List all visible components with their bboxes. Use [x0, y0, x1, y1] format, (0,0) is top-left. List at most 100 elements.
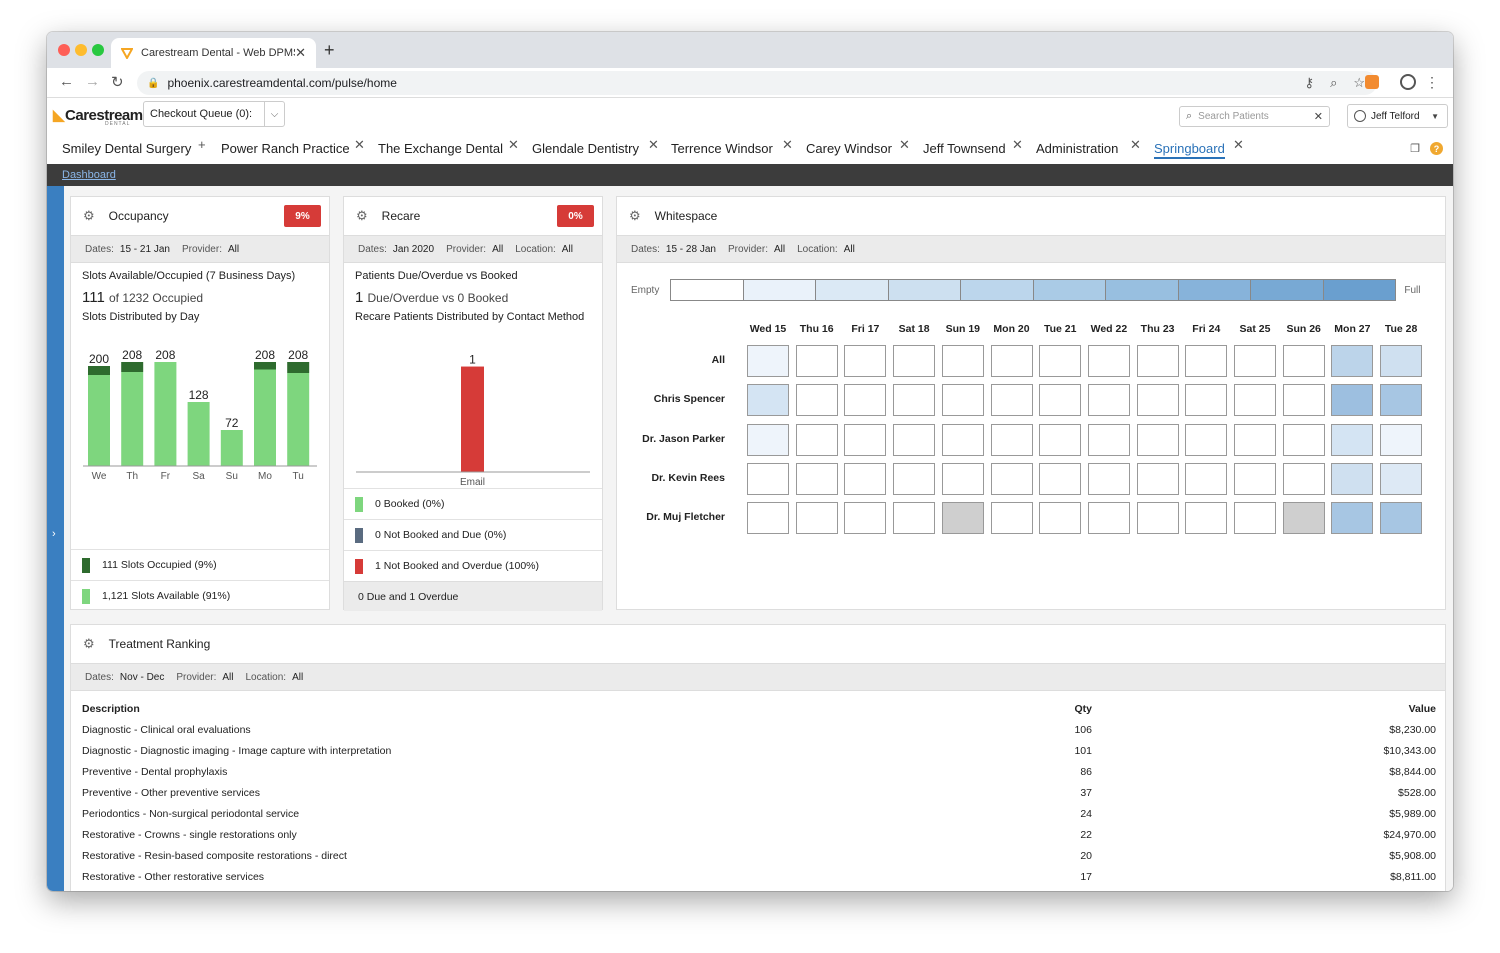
whitespace-cell[interactable] — [941, 423, 984, 456]
profile-avatar-icon[interactable] — [1400, 74, 1416, 90]
reload-icon[interactable]: ↻ — [111, 74, 124, 91]
whitespace-cell[interactable] — [1234, 384, 1276, 417]
whitespace-cell[interactable] — [1185, 502, 1228, 535]
side-rail[interactable]: › — [47, 186, 64, 891]
whitespace-cell[interactable] — [990, 502, 1033, 535]
whitespace-cell[interactable] — [1039, 384, 1082, 417]
close-tab-icon[interactable]: ✕ — [782, 137, 793, 152]
close-tab-icon[interactable]: ✕ — [1130, 137, 1141, 152]
whitespace-cell[interactable] — [1136, 502, 1179, 535]
whitespace-cell[interactable] — [795, 462, 838, 495]
table-row[interactable]: Restorative - Resin-based composite rest… — [82, 850, 1436, 871]
bookmark-star-icon[interactable]: ☆ — [1353, 75, 1365, 90]
whitespace-cell[interactable] — [1234, 345, 1276, 377]
whitespace-cell[interactable] — [1136, 423, 1179, 456]
whitespace-cell[interactable] — [1087, 502, 1130, 535]
whitespace-cell[interactable] — [990, 384, 1033, 417]
chevron-down-icon[interactable]: ⌵ — [264, 102, 284, 126]
whitespace-cell[interactable] — [1380, 502, 1423, 535]
gear-icon[interactable]: ⚙ — [629, 208, 641, 223]
whitespace-cell[interactable] — [1234, 502, 1276, 535]
tab-carey-windsor[interactable]: Carey Windsor — [806, 141, 892, 156]
table-row[interactable]: Preventive - Other preventive services 37… — [82, 787, 1436, 808]
tab-terrence-windsor[interactable]: Terrence Windsor — [671, 141, 773, 156]
whitespace-cell[interactable] — [893, 423, 936, 456]
whitespace-cell[interactable] — [1136, 345, 1179, 377]
whitespace-cell[interactable] — [941, 462, 984, 495]
whitespace-cell[interactable] — [1380, 462, 1423, 495]
whitespace-cell[interactable] — [1185, 345, 1228, 377]
whitespace-cell[interactable] — [1331, 384, 1374, 417]
whitespace-cell[interactable] — [1185, 423, 1228, 456]
whitespace-cell[interactable] — [1282, 462, 1325, 495]
whitespace-cell[interactable] — [893, 502, 936, 535]
minimize-window-button[interactable] — [75, 44, 87, 56]
tab-jeff-townsend[interactable]: Jeff Townsend — [923, 141, 1006, 156]
table-row[interactable]: Diagnostic - Diagnostic imaging - Image … — [82, 745, 1436, 766]
browser-menu-icon[interactable]: ⋮ — [1425, 74, 1439, 90]
whitespace-filters[interactable]: Dates: 15 - 28 Jan Provider: All Location:… — [617, 235, 1445, 263]
close-window-button[interactable] — [58, 44, 70, 56]
whitespace-cell[interactable] — [990, 423, 1033, 456]
whitespace-cell[interactable] — [1282, 502, 1325, 535]
close-tab-icon[interactable]: ✕ — [295, 45, 306, 60]
whitespace-cell[interactable] — [1380, 345, 1423, 377]
help-icon[interactable]: ? — [1430, 142, 1443, 155]
chevron-right-icon[interactable]: › — [52, 528, 56, 540]
whitespace-cell[interactable] — [1234, 462, 1276, 495]
whitespace-cell[interactable] — [747, 462, 789, 495]
column-description[interactable]: Description — [82, 703, 140, 715]
whitespace-cell[interactable] — [1087, 423, 1130, 456]
forward-arrow-icon[interactable]: → — [85, 73, 100, 90]
tab-power-ranch-practice[interactable]: Power Ranch Practice — [221, 141, 350, 156]
whitespace-cell[interactable] — [844, 384, 887, 417]
whitespace-cell[interactable] — [844, 502, 887, 535]
whitespace-cell[interactable] — [747, 502, 789, 535]
whitespace-cell[interactable] — [795, 384, 838, 417]
close-tab-icon[interactable]: ✕ — [508, 137, 519, 152]
whitespace-cell[interactable] — [795, 423, 838, 456]
table-row[interactable]: Diagnostic - Clinical oral evaluations 10… — [82, 724, 1436, 745]
whitespace-cell[interactable] — [795, 502, 838, 535]
whitespace-cell[interactable] — [844, 345, 887, 377]
whitespace-cell[interactable] — [941, 384, 984, 417]
address-bar[interactable]: 🔒 phoenix.carestreamdental.com/pulse/hom… — [137, 71, 1377, 95]
whitespace-cell[interactable] — [1331, 502, 1374, 535]
whitespace-cell[interactable] — [990, 345, 1033, 377]
occupancy-filters[interactable]: Dates: 15 - 21 Jan Provider: All — [71, 235, 329, 263]
treatment-filters[interactable]: Dates: Nov - Dec Provider: All Location: Al… — [71, 663, 1445, 691]
search-patients-input[interactable]: ⌕ Search Patients ✕ — [1179, 106, 1330, 127]
whitespace-cell[interactable] — [844, 462, 887, 495]
browser-tab[interactable]: Carestream Dental - Web DPMS ✕ — [111, 38, 316, 68]
whitespace-cell[interactable] — [747, 423, 789, 456]
user-menu[interactable]: Jeff Telford ▼ — [1347, 104, 1448, 128]
whitespace-cell[interactable] — [1039, 462, 1082, 495]
column-value[interactable]: Value — [1408, 703, 1436, 715]
whitespace-cell[interactable] — [893, 384, 936, 417]
close-tab-icon[interactable]: ✕ — [354, 137, 365, 152]
tab-smiley-dental-surgery[interactable]: Smiley Dental Surgery — [62, 141, 192, 156]
whitespace-cell[interactable] — [844, 423, 887, 456]
close-tab-icon[interactable]: ✕ — [899, 137, 910, 152]
whitespace-cell[interactable] — [1039, 502, 1082, 535]
extension-icon[interactable] — [1365, 75, 1379, 89]
table-row[interactable]: Restorative - Other restorative services… — [82, 871, 1436, 891]
tab-the-exchange-dental[interactable]: The Exchange Dental — [378, 141, 504, 156]
checkout-queue-select[interactable]: Checkout Queue (0): ⌵ — [143, 101, 285, 127]
whitespace-cell[interactable] — [747, 345, 789, 377]
close-tab-icon[interactable]: ✕ — [1012, 137, 1023, 152]
whitespace-cell[interactable] — [1087, 384, 1130, 417]
close-tab-icon[interactable]: ✕ — [1233, 137, 1244, 152]
whitespace-cell[interactable] — [941, 502, 984, 535]
gear-icon[interactable]: ⚙ — [83, 636, 95, 651]
whitespace-cell[interactable] — [1331, 345, 1374, 377]
whitespace-cell[interactable] — [1331, 462, 1374, 495]
dashboard-link[interactable]: Dashboard — [62, 169, 116, 181]
tab-administration[interactable]: Administration — [1036, 141, 1119, 156]
clear-search-icon[interactable]: ✕ — [1313, 111, 1323, 123]
new-tab-button[interactable]: + — [324, 40, 335, 60]
whitespace-cell[interactable] — [795, 345, 838, 377]
whitespace-cell[interactable] — [1185, 384, 1228, 417]
recare-filters[interactable]: Dates: Jan 2020 Provider: All Location: All — [344, 235, 602, 263]
whitespace-cell[interactable] — [1282, 345, 1325, 377]
